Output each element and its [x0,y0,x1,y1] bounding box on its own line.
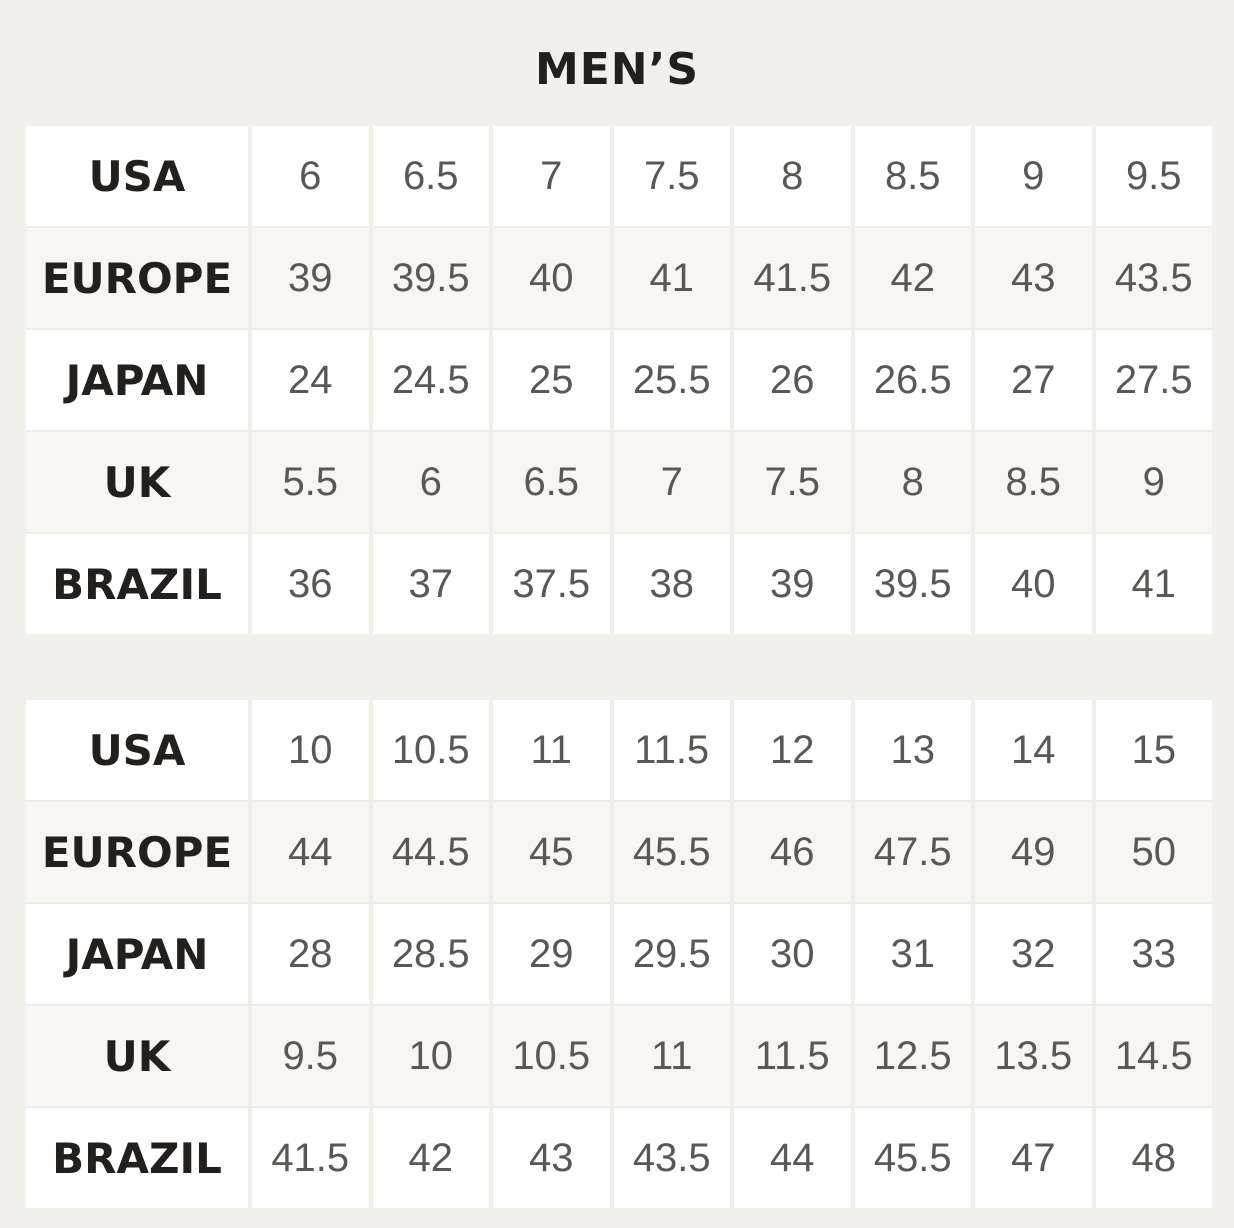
size-cell: 8 [734,126,851,226]
size-cell: 7.5 [613,126,730,226]
size-cell: 24 [252,330,369,430]
size-cell: 36 [252,534,369,634]
size-cell: 40 [493,228,610,328]
size-cell: 47 [975,1108,1092,1208]
size-cell: 13.5 [975,1006,1092,1106]
row-label-brazil: BRAZIL [26,1108,248,1208]
size-cell: 42 [854,228,971,328]
size-cell: 44 [252,802,369,902]
size-cell: 14.5 [1095,1006,1212,1106]
size-cell: 6 [252,126,369,226]
size-cell: 41 [1095,534,1212,634]
size-table-1: USA 6 6.5 7 7.5 8 8.5 9 9.5 EUROPE 39 39.5 40 41 41.5 4… [26,126,1212,634]
row-label-uk: UK [26,1006,248,1106]
size-cell: 43 [975,228,1092,328]
size-cell: 10 [372,1006,489,1106]
size-cell: 48 [1095,1108,1212,1208]
row-label-japan: JAPAN [26,330,248,430]
size-cell: 26 [734,330,851,430]
size-cell: 14 [975,700,1092,800]
size-cell: 10.5 [493,1006,610,1106]
size-cell: 39 [252,228,369,328]
size-cell: 27 [975,330,1092,430]
size-cell: 6.5 [372,126,489,226]
size-cell: 42 [372,1108,489,1208]
size-cell: 5.5 [252,432,369,532]
size-cell: 11 [613,1006,730,1106]
size-cell: 43.5 [613,1108,730,1208]
row-label-europe: EUROPE [26,802,248,902]
size-cell: 46 [734,802,851,902]
row-label-brazil: BRAZIL [26,534,248,634]
size-cell: 45.5 [613,802,730,902]
size-cell: 26.5 [854,330,971,430]
size-cell: 11 [493,700,610,800]
size-cell: 47.5 [854,802,971,902]
size-cell: 8 [854,432,971,532]
size-cell: 31 [854,904,971,1004]
size-cell: 30 [734,904,851,1004]
size-cell: 8.5 [975,432,1092,532]
size-cell: 9 [975,126,1092,226]
size-cell: 6 [372,432,489,532]
size-cell: 7 [493,126,610,226]
size-cell: 13 [854,700,971,800]
size-cell: 40 [975,534,1092,634]
size-cell: 27.5 [1095,330,1212,430]
size-cell: 39.5 [854,534,971,634]
size-cell: 9.5 [252,1006,369,1106]
size-cell: 9.5 [1095,126,1212,226]
size-cell: 12 [734,700,851,800]
size-cell: 37 [372,534,489,634]
size-cell: 7.5 [734,432,851,532]
row-label-uk: UK [26,432,248,532]
size-cell: 37.5 [493,534,610,634]
size-cell: 33 [1095,904,1212,1004]
size-cell: 29.5 [613,904,730,1004]
size-cell: 6.5 [493,432,610,532]
row-label-usa: USA [26,126,248,226]
size-table-2: USA 10 10.5 11 11.5 12 13 14 15 EUROPE 44 44.5 45 45.… [26,700,1212,1208]
size-cell: 41.5 [734,228,851,328]
size-cell: 28 [252,904,369,1004]
size-cell: 9 [1095,432,1212,532]
size-cell: 50 [1095,802,1212,902]
size-cell: 25.5 [613,330,730,430]
size-cell: 45.5 [854,1108,971,1208]
size-cell: 45 [493,802,610,902]
size-cell: 43 [493,1108,610,1208]
size-cell: 32 [975,904,1092,1004]
size-cell: 39.5 [372,228,489,328]
size-cell: 11.5 [734,1006,851,1106]
size-cell: 10 [252,700,369,800]
size-cell: 25 [493,330,610,430]
size-cell: 28.5 [372,904,489,1004]
size-cell: 43.5 [1095,228,1212,328]
size-cell: 41 [613,228,730,328]
size-cell: 11.5 [613,700,730,800]
size-cell: 41.5 [252,1108,369,1208]
size-cell: 49 [975,802,1092,902]
size-cell: 39 [734,534,851,634]
section-title: MEN’S [534,44,700,95]
size-cell: 44 [734,1108,851,1208]
size-cell: 12.5 [854,1006,971,1106]
row-label-europe: EUROPE [26,228,248,328]
size-cell: 29 [493,904,610,1004]
row-label-usa: USA [26,700,248,800]
size-cell: 44.5 [372,802,489,902]
size-cell: 7 [613,432,730,532]
size-cell: 15 [1095,700,1212,800]
size-cell: 24.5 [372,330,489,430]
size-cell: 8.5 [854,126,971,226]
row-label-japan: JAPAN [26,904,248,1004]
size-cell: 10.5 [372,700,489,800]
size-cell: 38 [613,534,730,634]
